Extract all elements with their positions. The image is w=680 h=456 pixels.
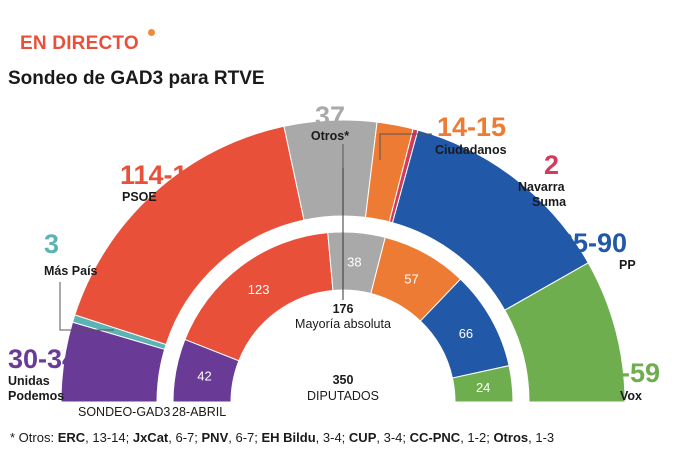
vox-label: Vox	[620, 389, 642, 403]
otros-label: Otros*	[311, 129, 349, 143]
footnote-party: JxCat	[132, 430, 169, 445]
inner-ring-label: 28-ABRIL	[172, 405, 226, 419]
inner-value-ciudadanos: 57	[404, 272, 418, 287]
inner-value-otros: 38	[347, 254, 361, 269]
podemos-seats: 30-34	[8, 344, 77, 374]
vox-seats: 56-59	[591, 358, 660, 388]
footnote-range: , 13-14;	[85, 430, 133, 445]
outer-ring-label: SONDEO-GAD3	[78, 405, 170, 419]
inner-value-psoe: 123	[248, 282, 270, 297]
live-label: EN DIRECTO	[20, 33, 139, 54]
total-seats: 350	[333, 373, 354, 387]
leader-lines	[59, 133, 432, 331]
footnote-range: , 3-4;	[376, 430, 410, 445]
navarra-seats: 2	[544, 150, 559, 180]
ciudadanos-label: Ciudadanos	[435, 143, 507, 157]
footnote-party: ERC	[57, 430, 86, 445]
podemos-label-line1: Unidas	[8, 374, 50, 388]
inner-value-vox: 24	[476, 380, 490, 395]
live-dot-icon	[148, 29, 155, 36]
majority-label: Mayoría absoluta	[295, 317, 391, 331]
majority-value: 176	[333, 302, 354, 316]
maspais-label: Más País	[44, 264, 98, 278]
leader-ciudadanos	[379, 133, 432, 160]
inner-value-unidas-podemos: 42	[197, 369, 211, 384]
footnote-party: CUP	[348, 430, 377, 445]
podemos-label-line2: Podemos	[8, 389, 64, 403]
inner-values: 42 123 38 57 66 24	[197, 254, 490, 394]
inner-ring	[172, 231, 514, 403]
footnote-range: , 6-7;	[168, 430, 202, 445]
footnote-range: , 1-3	[528, 430, 555, 445]
footnote-party: Otros	[493, 430, 529, 445]
navarra-label-line2: Suma	[532, 195, 567, 209]
inner-arc-vox	[451, 365, 514, 403]
parliament-chart: 37 Otros* 14-15 Ciudadanos 2 Navarra Sum…	[8, 101, 660, 419]
inner-value-pp: 66	[459, 326, 473, 341]
outer-ring	[60, 119, 626, 403]
footnote: * Otros: ERC, 13-14; JxCat, 6-7; PNV, 6-…	[10, 430, 554, 445]
footnote-range: , 3-4;	[315, 430, 349, 445]
ciudadanos-seats: 14-15	[437, 112, 506, 142]
footnote-items: ERC, 13-14; JxCat, 6-7; PNV, 6-7; EH Bil…	[58, 430, 554, 445]
leader-maspais	[59, 282, 114, 331]
psoe-seats: 114-119	[120, 160, 216, 190]
navarra-label-line1: Navarra	[518, 180, 566, 194]
total-sublabel: DIPUTADOS	[307, 389, 379, 403]
footnote-party: CC-PNC	[409, 430, 461, 445]
psoe-label: PSOE	[122, 190, 157, 204]
footnote-range: , 1-2;	[460, 430, 494, 445]
otros-seats: 37	[315, 101, 345, 131]
maspais-seats: 3	[44, 229, 59, 259]
footnote-party: EH Bildu	[261, 430, 316, 445]
footnote-prefix: * Otros:	[10, 430, 58, 445]
outer-arc-vox	[504, 262, 626, 403]
chart-title: Sondeo de GAD3 para RTVE	[8, 68, 265, 89]
pp-label: PP	[619, 258, 636, 272]
pp-seats: 85-90	[558, 228, 627, 258]
footnote-party: PNV	[201, 430, 229, 445]
footnote-range: , 6-7;	[228, 430, 262, 445]
